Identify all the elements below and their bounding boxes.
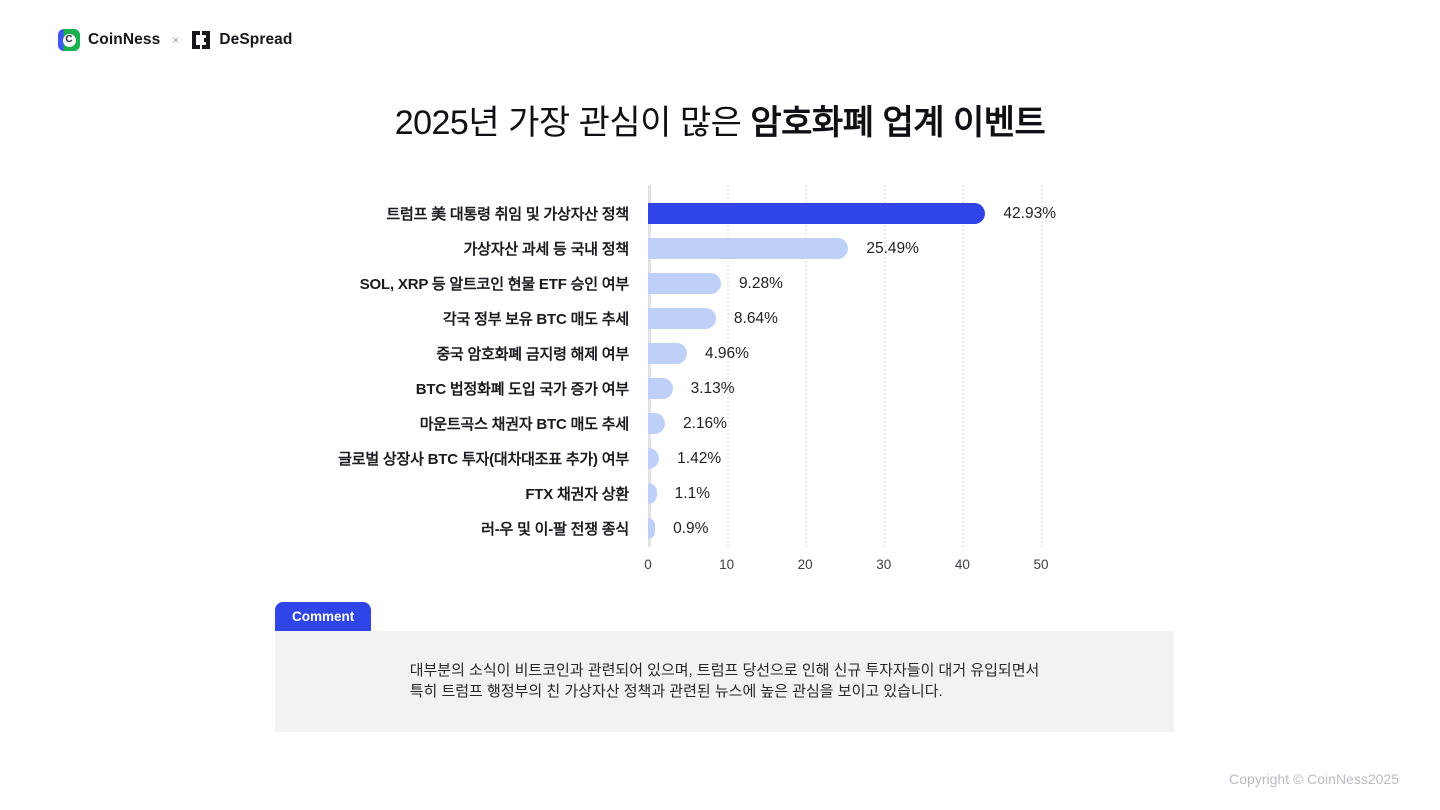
- brand-bar: C CoinNess × DeSpread: [58, 29, 292, 51]
- bar-chart: 트럼프 美 대통령 취임 및 가상자산 정책 42.93% 가상자산 과세 등 국내…: [0, 196, 1440, 546]
- chart-row: 트럼프 美 대통령 취임 및 가상자산 정책 42.93%: [0, 196, 1440, 231]
- comment-tab-label: Comment: [292, 609, 355, 624]
- bar: [648, 273, 721, 294]
- bar-value-label: 3.13%: [690, 379, 735, 397]
- bar-wrap: 2.16%: [648, 413, 727, 434]
- x-axis-tick-label: 0: [644, 557, 652, 572]
- page-title-regular: 2025년 가장 관심이 많은: [394, 104, 751, 142]
- bar: [648, 448, 660, 469]
- gridline: [962, 185, 965, 547]
- coinness-logo-text: CoinNess: [88, 31, 161, 48]
- copyright-text: Copyright © CoinNess2025: [1229, 771, 1399, 787]
- bar-wrap: 3.13%: [648, 378, 735, 399]
- chart-row: 중국 암호화폐 금지령 해제 여부 4.96%: [0, 336, 1440, 371]
- category-label: 마운트곡스 채권자 BTC 매도 추세: [419, 416, 630, 433]
- category-label: BTC 법정화폐 도입 국가 증가 여부: [415, 381, 629, 398]
- comment-tab: Comment: [275, 602, 372, 631]
- bar: [648, 378, 673, 399]
- bar-value-label: 0.9%: [673, 519, 709, 537]
- bar-wrap: 9.28%: [648, 273, 783, 294]
- despread-logo-icon: [191, 30, 211, 50]
- chart-row: 가상자산 과세 등 국내 정책 25.49%: [0, 231, 1440, 266]
- chart-row: BTC 법정화폐 도입 국가 증가 여부 3.13%: [0, 371, 1440, 406]
- bar-wrap: 1.42%: [648, 448, 721, 469]
- category-label: 중국 암호화폐 금지령 해제 여부: [436, 346, 629, 363]
- cross-icon: ×: [172, 33, 180, 47]
- chart-row: 러-우 및 이-팔 전쟁 종식 0.9%: [0, 511, 1440, 546]
- category-label: FTX 채권자 상환: [525, 486, 629, 503]
- category-label: 러-우 및 이-팔 전쟁 종식: [481, 521, 629, 538]
- category-label: SOL, XRP 등 알트코인 현물 ETF 승인 여부: [359, 276, 629, 293]
- bar-value-label: 42.93%: [1003, 204, 1056, 222]
- chart-row: 글로벌 상장사 BTC 투자(대차대조표 추가) 여부 1.42%: [0, 441, 1440, 476]
- x-axis-ticks: 0 10 20 30 40 50: [644, 557, 1048, 575]
- gridline: [883, 185, 886, 547]
- bar-wrap: 4.96%: [648, 343, 749, 364]
- x-axis-tick-label: 20: [797, 557, 813, 572]
- bar-value-label: 25.49%: [866, 239, 919, 257]
- despread-logo-text: DeSpread: [219, 31, 293, 48]
- bar: [648, 308, 716, 329]
- bar-value-label: 8.64%: [733, 309, 778, 327]
- gridline: [805, 185, 808, 547]
- category-label: 가상자산 과세 등 국내 정책: [463, 241, 630, 258]
- bar-wrap: 0.9%: [648, 518, 708, 539]
- comment-text: 대부분의 소식이 비트코인과 관련되어 있으며, 트럼프 당선으로 인해 신규 …: [410, 661, 1040, 702]
- bar: [648, 203, 986, 224]
- gridline: [726, 185, 729, 547]
- category-label: 트럼프 美 대통령 취임 및 가상자산 정책: [386, 206, 629, 223]
- bar: [648, 343, 687, 364]
- x-axis-tick-label: 40: [954, 557, 970, 572]
- chart-row: FTX 채권자 상환 1.1%: [0, 476, 1440, 511]
- y-axis-line: [648, 185, 651, 547]
- chart-row: SOL, XRP 등 알트코인 현물 ETF 승인 여부 9.28%: [0, 266, 1440, 301]
- bar-wrap: 25.49%: [648, 238, 919, 259]
- bar-wrap: 42.93%: [648, 203, 1056, 224]
- category-label: 글로벌 상장사 BTC 투자(대차대조표 추가) 여부: [338, 451, 629, 468]
- category-label: 각국 정부 보유 BTC 매도 추세: [442, 311, 629, 328]
- bar: [648, 518, 656, 539]
- page-title-bold: 암호화폐 업계 이벤트: [750, 104, 1046, 142]
- page-title: 2025년 가장 관심이 많은 암호화폐 업계 이벤트: [0, 95, 1440, 144]
- gridline: [1041, 185, 1043, 547]
- comment-box: 대부분의 소식이 비트코인과 관련되어 있으며, 트럼프 당선으로 인해 신규 …: [275, 631, 1174, 732]
- bar: [648, 413, 665, 434]
- bar-value-label: 2.16%: [682, 414, 727, 432]
- chart-row: 각국 정부 보유 BTC 매도 추세 8.64%: [0, 301, 1440, 336]
- coinness-icon-letter: C: [62, 33, 76, 47]
- bar-value-label: 1.42%: [677, 449, 722, 467]
- bar: [648, 238, 849, 259]
- comment-line-2: 특히 트럼프 행정부의 친 가상자산 정책과 관련된 뉴스에 높은 관심을 보이…: [409, 682, 943, 700]
- x-axis-tick-label: 50: [1033, 557, 1049, 572]
- bar-value-label: 4.96%: [704, 344, 749, 362]
- chart-row: 마운트곡스 채권자 BTC 매도 추세 2.16%: [0, 406, 1440, 441]
- x-axis-tick-label: 30: [876, 557, 892, 572]
- x-axis-tick-label: 10: [719, 557, 735, 572]
- comment-line-1: 대부분의 소식이 비트코인과 관련되어 있으며, 트럼프 당선으로 인해 신규 …: [409, 662, 1040, 679]
- coinness-logo-icon: C: [58, 29, 80, 51]
- bar-wrap: 1.1%: [648, 483, 710, 504]
- bar-wrap: 8.64%: [648, 308, 778, 329]
- bar: [648, 483, 657, 504]
- chart-gridlines: [648, 185, 1043, 547]
- bar-value-label: 9.28%: [738, 274, 783, 292]
- bar-value-label: 1.1%: [674, 484, 710, 502]
